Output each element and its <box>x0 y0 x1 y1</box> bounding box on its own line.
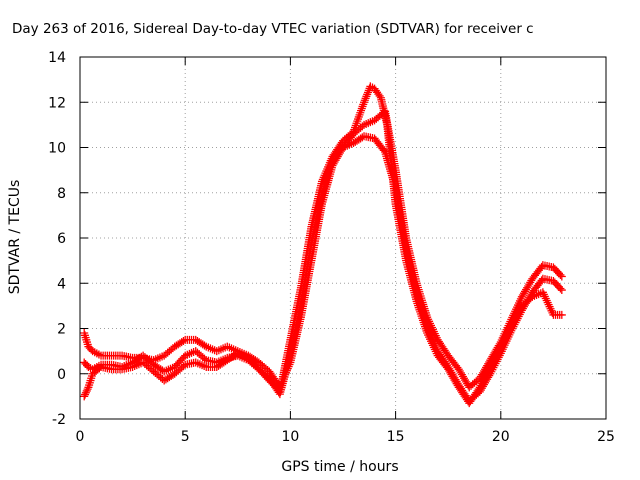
data-point <box>360 98 369 107</box>
tick-labels: 0 5 10 15 20 25 -2 0 2 4 6 8 10 12 14 <box>48 50 615 445</box>
x-tick-label: 20 <box>492 429 510 445</box>
y-tick-label: 12 <box>48 95 66 111</box>
data-point <box>556 284 565 293</box>
data-point <box>557 272 566 281</box>
data-point <box>362 92 371 101</box>
data-point <box>495 344 504 353</box>
x-axis-label: GPS time / hours <box>281 459 398 475</box>
axes <box>79 56 607 420</box>
data-point <box>363 88 372 97</box>
data-point <box>363 90 372 99</box>
y-tick-label: -2 <box>52 412 66 428</box>
data-points <box>80 82 566 408</box>
data-point <box>537 262 546 271</box>
data-point <box>81 390 90 399</box>
data-point <box>537 276 546 285</box>
x-tick-label: 5 <box>181 429 190 445</box>
data-series <box>80 82 566 408</box>
data-point <box>379 146 388 155</box>
x-tick-label: 15 <box>387 429 405 445</box>
y-tick-label: 14 <box>48 50 66 66</box>
data-point <box>82 386 91 395</box>
data-point <box>557 310 566 319</box>
y-tick-label: 2 <box>57 322 66 338</box>
plot-border <box>79 56 607 420</box>
data-point <box>179 336 188 345</box>
y-tick-label: 8 <box>57 186 66 202</box>
data-point <box>361 94 370 103</box>
y-tick-label: 4 <box>57 276 66 292</box>
data-point <box>80 392 89 401</box>
data-point <box>83 385 92 394</box>
data-point <box>81 388 90 397</box>
x-tick-label: 25 <box>597 429 615 445</box>
data-point <box>375 91 384 100</box>
data-point <box>200 354 209 363</box>
y-tick-label: 6 <box>57 231 66 247</box>
data-point <box>179 362 188 371</box>
x-tick-label: 0 <box>76 429 85 445</box>
y-tick-label: 0 <box>57 367 66 383</box>
data-point <box>556 270 565 279</box>
y-tick-label: 10 <box>48 141 66 157</box>
data-point <box>360 96 369 105</box>
grid <box>80 57 606 419</box>
chart-title: Day 263 of 2016, Sidereal Day-to-day VTE… <box>12 21 534 37</box>
y-axis-label: SDTVAR / TECUs <box>7 180 23 295</box>
x-tick-label: 10 <box>281 429 299 445</box>
data-point <box>557 286 566 295</box>
data-series <box>80 107 566 392</box>
